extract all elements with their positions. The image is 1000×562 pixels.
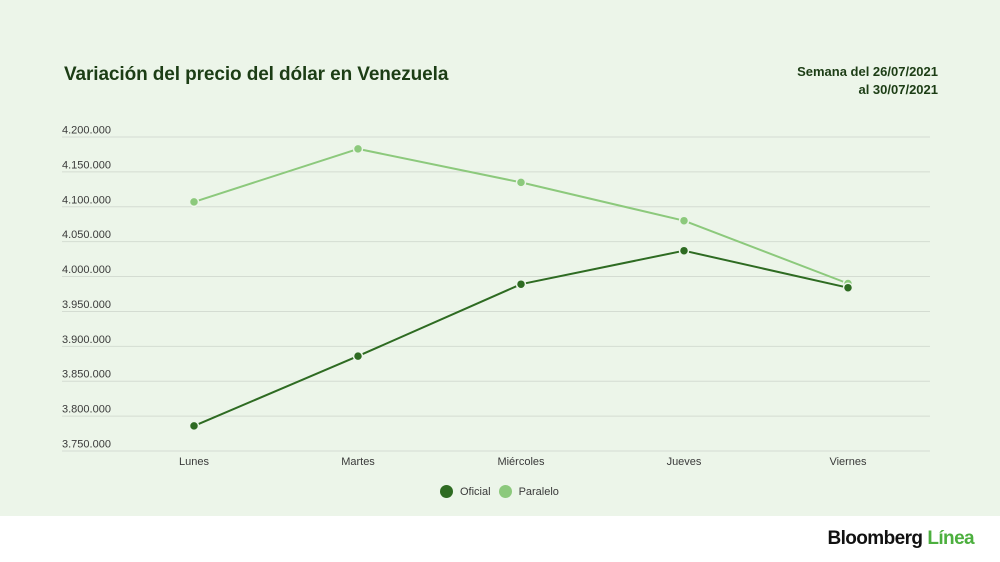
y-axis-tick-label: 3.900.000 [62, 334, 111, 346]
bloomberg-linea-logo: Bloomberg Línea [827, 528, 974, 550]
legend-label-oficial: Oficial [460, 485, 491, 498]
y-axis-tick-label: 4.200.000 [62, 125, 111, 137]
date-range-line-1: Semana del 26/07/2021 [797, 64, 938, 79]
data-point[interactable] [188, 196, 200, 208]
series-oficial [188, 245, 854, 432]
series-line [193, 147, 849, 285]
legend-swatch-paralelo-icon [498, 485, 512, 498]
y-axis-tick-label: 3.750.000 [62, 439, 111, 451]
y-axis-tick-label: 3.950.000 [62, 299, 111, 311]
logo-brand-main: Bloomberg [827, 528, 923, 549]
y-axis-tick-label: 3.800.000 [62, 404, 111, 416]
data-point[interactable] [352, 350, 364, 362]
x-axis-tick-label: Viernes [829, 456, 867, 468]
y-axis-tick-label: 4.150.000 [62, 159, 111, 171]
chart-title: Variación del precio del dólar en Venezu… [64, 64, 449, 85]
chart-date-range: Semana del 26/07/2021 al 30/07/2021 [797, 63, 938, 99]
data-point[interactable] [188, 420, 200, 432]
y-axis-tick-label: 4.100.000 [62, 194, 111, 206]
data-point[interactable] [842, 282, 854, 293]
data-point[interactable] [352, 143, 364, 155]
logo-brand-accent: Línea [927, 528, 974, 549]
chart-legend: Oficial Paralelo [440, 485, 567, 498]
data-point[interactable] [678, 215, 690, 226]
legend-label-paralelo: Paralelo [518, 485, 559, 498]
line-chart: 4.200.000 4.150.000 4.100.000 4.050.000 4.00… [62, 125, 930, 468]
data-point[interactable] [678, 245, 690, 256]
x-axis-tick-label: Martes [341, 456, 375, 468]
y-axis-tick-label: 3.850.000 [62, 369, 111, 381]
y-axis-tick-label: 4.050.000 [62, 229, 111, 241]
legend-item-paralelo[interactable]: Paralelo [498, 485, 559, 498]
x-axis-tick-label: Lunes [179, 456, 209, 468]
x-axis-tick-label: Jueves [667, 456, 702, 468]
y-axis-tick-label: 4.000.000 [62, 264, 111, 276]
data-point[interactable] [515, 278, 527, 290]
series-paralelo [188, 143, 854, 289]
legend-item-oficial[interactable]: Oficial [440, 485, 491, 498]
chart-panel: Variación del precio del dólar en Venezu… [0, 0, 1000, 516]
legend-swatch-oficial-icon [440, 485, 453, 498]
date-range-line-2: al 30/07/2021 [858, 82, 938, 97]
data-point[interactable] [515, 177, 527, 188]
x-axis-tick-label: Miércoles [497, 456, 545, 468]
